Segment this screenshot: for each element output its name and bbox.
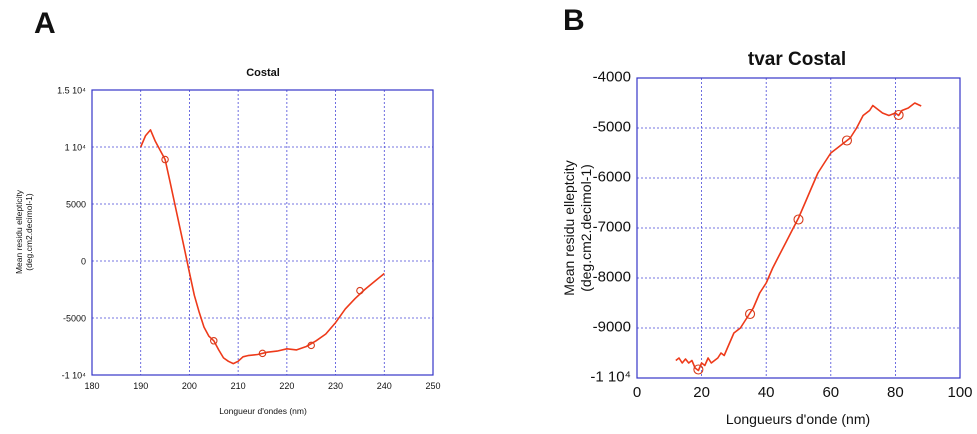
chart-b-y-tick-label: -6000 [593, 169, 631, 186]
chart-a-data-marker [210, 337, 218, 345]
chart-a-data-marker [258, 349, 267, 358]
chart-b-x-tick-label: 20 [693, 384, 710, 401]
chart-b-plot-frame [636, 77, 961, 379]
chart-a-x-axis-label: Longueur d'ondes (nm) [219, 406, 307, 416]
chart-b-y-axis-label-line-2: (deg.cm2.decimol-1) [578, 164, 594, 292]
chart-a-x-tick-label: 190 [133, 381, 148, 391]
chart-a-x-tick-label: 220 [279, 381, 294, 391]
chart-a-ticks: 180 190 200 210 220 230 240 250 -1 10⁴ -5000 0 5000… [57, 86, 440, 391]
chart-a-data-marker [307, 341, 315, 350]
chart-a-x-tick-label: 180 [84, 381, 99, 391]
chart-b-data-marker [693, 364, 704, 375]
panel-label-a: A [34, 7, 56, 40]
chart-a-y-tick-label: 0 [81, 257, 86, 267]
chart-b-y-tick-label: -5000 [593, 119, 631, 136]
chart-b-y-tick-label: -9000 [593, 319, 631, 336]
chart-b-data-marker [793, 214, 804, 225]
chart-b-y-tick-label: -7000 [593, 219, 631, 236]
chart-b-x-tick-label: 40 [758, 384, 775, 401]
chart-b-title: tvar Costal [748, 49, 846, 70]
chart-b: B tvar Costal 0 20 40 60 80 100 -1 10⁴ -9000 -80… [561, 4, 973, 427]
chart-b-x-axis-label: Longueurs d'onde (nm) [726, 411, 870, 427]
chart-b-y-tick-label: -4000 [593, 69, 631, 86]
chart-a: A Costal 180 190 200 210 220 230 240 250 -1 10⁴ -… [14, 7, 441, 416]
chart-b-x-tick-label: 80 [887, 384, 904, 401]
chart-a-series [139, 129, 385, 365]
chart-b-y-tick-label: -1 10⁴ [590, 369, 631, 386]
chart-a-x-tick-label: 240 [377, 381, 392, 391]
chart-a-x-tick-label: 230 [328, 381, 343, 391]
chart-b-y-tick-label: -8000 [593, 269, 631, 286]
chart-a-plot-frame [91, 89, 434, 376]
chart-a-data-marker [356, 286, 364, 295]
chart-b-series-line [675, 102, 922, 372]
chart-b-y-axis-label-line-1: Mean residu elleptcity [561, 160, 577, 295]
chart-a-y-tick-label: 1.5 10⁴ [57, 86, 86, 96]
chart-a-data-marker [161, 155, 169, 164]
chart-a-y-tick-label: 5000 [66, 200, 86, 210]
chart-a-title: Costal [246, 67, 280, 79]
chart-b-data-marker [841, 135, 853, 146]
chart-b-x-tick-label: 0 [633, 384, 641, 401]
chart-a-y-tick-label: -1 10⁴ [62, 371, 87, 381]
chart-a-y-tick-label: -5000 [63, 314, 86, 324]
chart-a-series-line [139, 129, 385, 365]
chart-b-series [675, 102, 922, 375]
chart-b-grid [637, 78, 960, 378]
chart-a-x-tick-label: 210 [231, 381, 246, 391]
chart-a-x-tick-label: 250 [425, 381, 440, 391]
panel-label-b: B [563, 4, 585, 37]
chart-b-x-tick-label: 100 [947, 384, 972, 401]
chart-a-grid [92, 90, 433, 375]
chart-a-x-tick-label: 200 [182, 381, 197, 391]
chart-a-y-tick-label: 1 10⁴ [65, 143, 87, 153]
chart-a-y-axis-label-line-1: Mean residu ellepticity [14, 189, 24, 274]
chart-b-data-marker [893, 109, 904, 121]
chart-b-x-tick-label: 60 [822, 384, 839, 401]
chart-a-y-axis-label-line-2: (deg.cm2.decimol-1) [24, 193, 34, 271]
chart-b-ticks: 0 20 40 60 80 100 -1 10⁴ -9000 -8000 -7000 -6000 -5… [590, 69, 972, 401]
chart-b-data-marker [744, 308, 756, 320]
